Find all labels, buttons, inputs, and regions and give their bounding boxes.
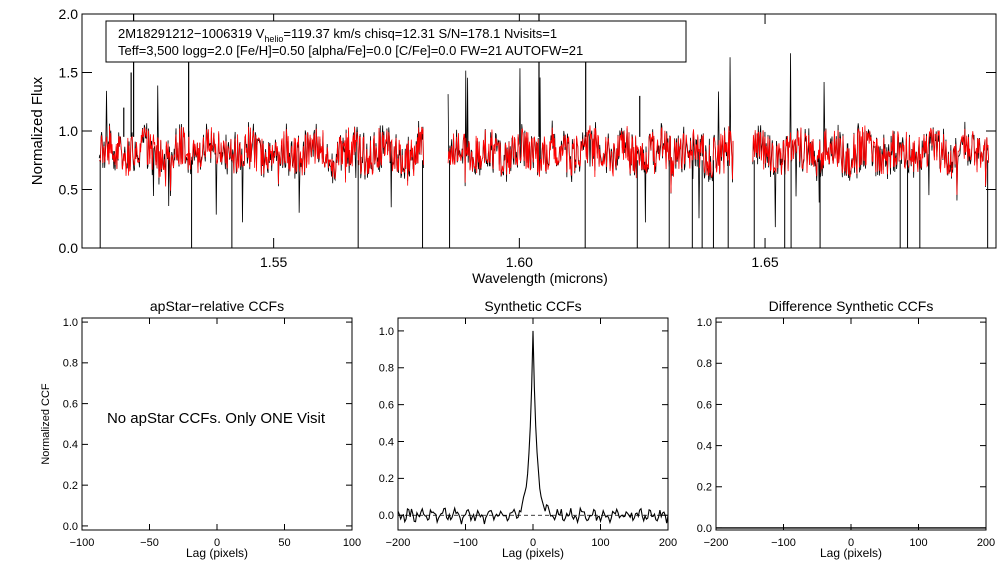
spectrum-info-box (105, 20, 687, 63)
model-spectrum-line (752, 125, 990, 195)
apstar-ccf-panel: apStar−relative CCFs −100 −50 0 50 100 0.0 0.2… (40, 298, 361, 560)
difference-ccf-xtick-label: 200 (977, 537, 995, 549)
synthetic-ccf-ytick-label: 0.4 (379, 436, 394, 448)
apstar-ccf-ytick-label: 0.0 (63, 521, 78, 533)
apstar-ccf-ytick-label: 0.2 (63, 480, 78, 492)
info-line-1-subscript: helio (264, 34, 283, 44)
difference-ccf-panel: Difference Synthetic CCFs −200 −100 0 100 20… (697, 298, 995, 560)
synthetic-ccf-ytick-label: 0.6 (379, 399, 394, 411)
apstar-ccf-ytick-label: 1.0 (63, 317, 78, 329)
synthetic-ccf-xtick-label: 100 (591, 537, 609, 549)
spectrum-xtick-label: 1.60 (506, 254, 533, 270)
model-spectrum-line (99, 125, 424, 191)
synthetic-ccf-line (397, 330, 669, 525)
difference-ccf-x-axis-label: Lag (pixels) (820, 546, 882, 560)
synthetic-ccf-axis-ticks: −200 −100 0 100 200 0.0 0.2 0.4 0.6 0.8 1.0 (379, 318, 677, 549)
apstar-ccf-ytick-label: 0.4 (63, 439, 78, 451)
synthetic-ccf-panel: Synthetic CCFs −200 −100 0 100 200 0.0 0.2 0.4 0… (379, 298, 677, 560)
difference-ccf-ytick-label: 1.0 (697, 317, 712, 329)
apstar-ccf-y-axis-label: Normalized CCF (40, 383, 52, 465)
spectrum-xtick-label: 1.65 (751, 254, 778, 270)
info-line-1-prefix: 2M18291212−1006319 V (118, 26, 265, 41)
info-line-1-suffix: =119.37 km/s chisq=12.31 S/N=178.1 Nvisi… (283, 26, 557, 41)
model-spectrum-line (447, 125, 734, 193)
spectrum-y-axis-label: Normalized Flux (29, 76, 46, 185)
spectrum-panel: 1.55 1.60 1.65 0.0 0.5 1.0 1.5 2.0 Wavelength (… (29, 6, 997, 286)
info-line-2: Teff=3,500 logg=2.0 [Fe/H]=0.50 [alpha/F… (118, 43, 583, 58)
apstar-ccf-xtick-label: −50 (140, 537, 159, 549)
spectrum-traces (98, 14, 990, 248)
difference-ccf-ytick-label: 0.0 (697, 523, 712, 535)
synthetic-ccf-ytick-label: 0.2 (379, 473, 394, 485)
synthetic-ccf-title: Synthetic CCFs (484, 298, 581, 314)
apstar-ccf-axis-ticks: −100 −50 0 50 100 0.0 0.2 0.4 0.6 0.8 1.0 (63, 317, 361, 549)
difference-ccf-xtick-label: −200 (704, 537, 729, 549)
spectrum-ytick-label: 1.5 (59, 64, 79, 80)
apstar-ccf-ytick-label: 0.6 (63, 398, 78, 410)
synthetic-ccf-xtick-label: −100 (453, 537, 478, 549)
synthetic-ccf-xtick-label: −200 (386, 537, 411, 549)
synthetic-ccf-ytick-label: 1.0 (379, 326, 394, 338)
spectrum-ytick-label: 2.0 (59, 6, 79, 22)
apstar-ccf-x-axis-label: Lag (pixels) (186, 546, 248, 560)
difference-ccf-axis-ticks: −200 −100 0 100 200 0.0 0.2 0.4 0.6 0.8 1.0 (697, 317, 995, 549)
spectrum-ytick-label: 0.5 (59, 181, 79, 197)
synthetic-ccf-curve (397, 330, 669, 525)
synthetic-ccf-ytick-label: 0.8 (379, 363, 394, 375)
difference-ccf-xtick-label: 100 (909, 537, 927, 549)
difference-ccf-ytick-label: 0.2 (697, 482, 712, 494)
synthetic-ccf-xtick-label: 200 (659, 537, 677, 549)
apstar-ccf-title: apStar−relative CCFs (150, 298, 284, 314)
apstar-ccf-xtick-label: 100 (343, 537, 361, 549)
apstar-ccf-xtick-label: 50 (278, 537, 290, 549)
difference-ccf-ytick-label: 0.6 (697, 399, 712, 411)
apstar-ccf-xtick-label: −100 (70, 537, 95, 549)
spectrum-x-axis-label: Wavelength (microns) (472, 270, 608, 286)
synthetic-ccf-ytick-label: 0.0 (379, 510, 394, 522)
spectrum-xtick-label: 1.55 (260, 254, 287, 270)
apstar-ccf-ytick-label: 0.8 (63, 358, 78, 370)
synthetic-ccf-x-axis-label: Lag (pixels) (502, 546, 564, 560)
spectrum-ytick-label: 0.0 (59, 240, 79, 256)
difference-ccf-plot-frame (715, 317, 987, 531)
difference-ccf-ytick-label: 0.4 (697, 440, 712, 452)
difference-ccf-title: Difference Synthetic CCFs (769, 298, 934, 314)
spectrum-axis-ticks: 1.55 1.60 1.65 0.0 0.5 1.0 1.5 2.0 (59, 6, 996, 270)
difference-ccf-xtick-label: −100 (771, 537, 796, 549)
info-line-1: 2M18291212−1006319 Vhelio=119.37 km/s ch… (118, 26, 557, 44)
spectrum-ytick-label: 1.0 (59, 123, 79, 139)
synthetic-ccf-xtick-label: 0 (530, 537, 536, 549)
difference-ccf-ytick-label: 0.8 (697, 358, 712, 370)
no-ccf-annotation: No apStar CCFs. Only ONE Visit (107, 410, 326, 427)
difference-ccf-xtick-label: 0 (848, 537, 854, 549)
apstar-ccf-xtick-label: 0 (214, 537, 220, 549)
